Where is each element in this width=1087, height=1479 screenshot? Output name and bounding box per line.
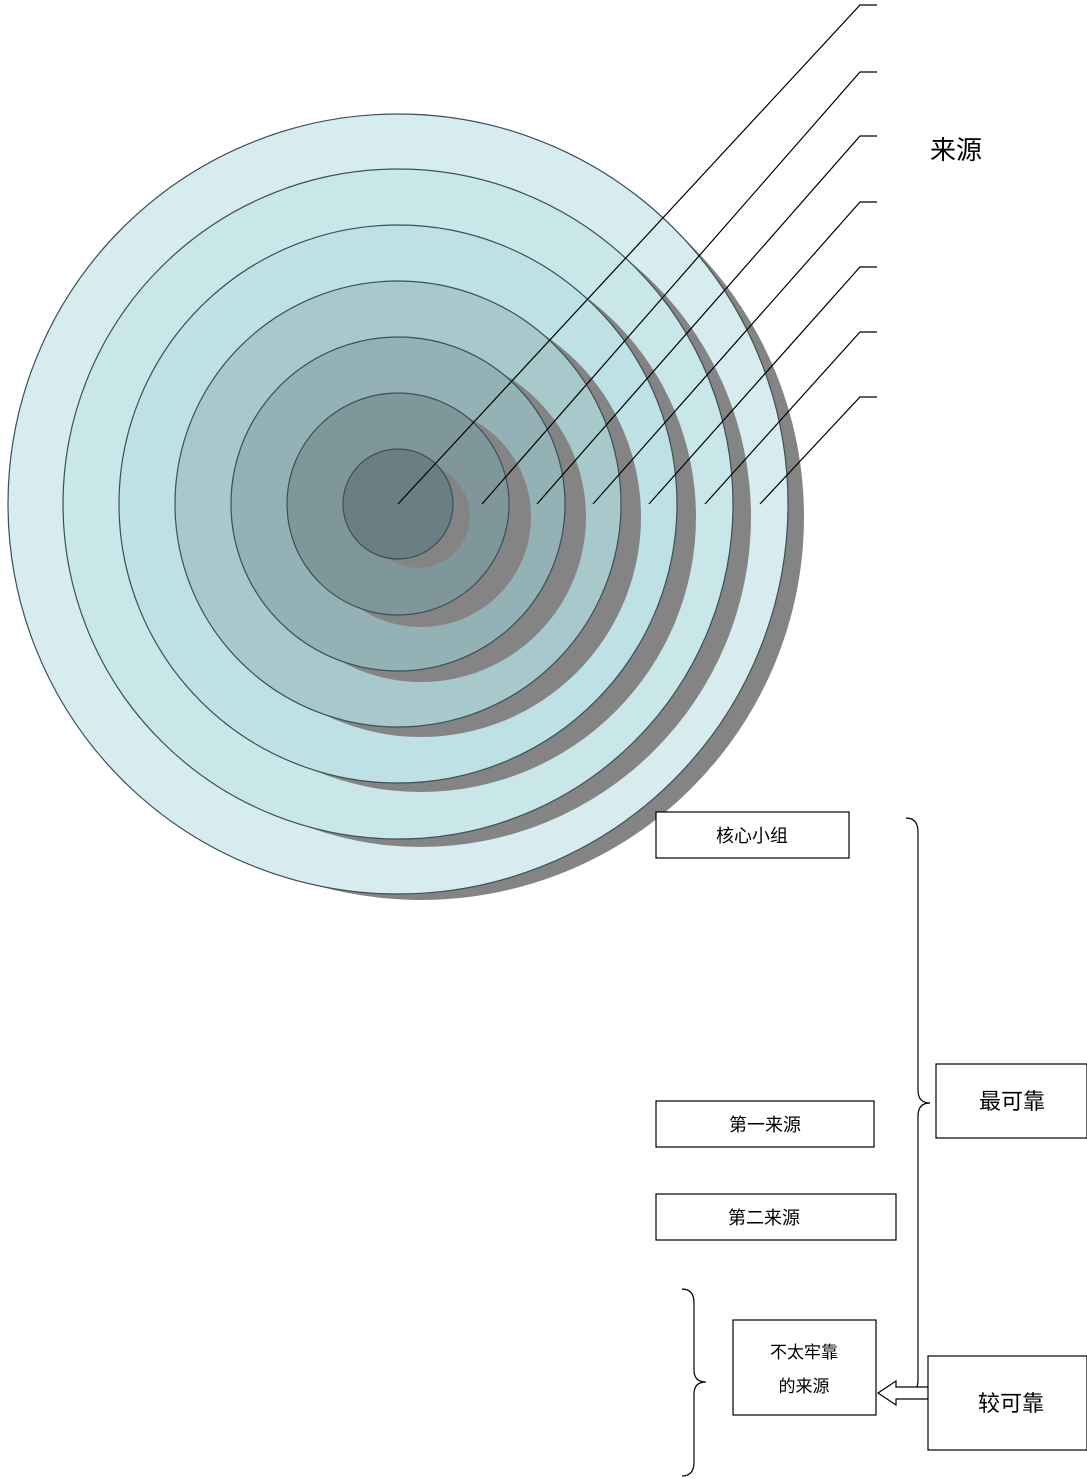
more-reliable-box	[927, 1355, 1087, 1451]
box-more-reliable: 较可靠	[927, 1355, 1087, 1451]
box-most-reliable: 最可靠	[935, 1063, 1087, 1139]
leader-line-2	[481, 71, 877, 505]
lower-brace	[681, 1288, 707, 1477]
first-source-label: 第一来源	[729, 1115, 801, 1136]
leader-line-6	[704, 331, 877, 505]
box-less-reliable: 不太牢靠 的来源	[732, 1319, 877, 1416]
leader-line-7	[759, 396, 877, 505]
rings-group	[7, 113, 804, 900]
source-label: 来源	[930, 136, 982, 166]
core-group-box	[655, 811, 850, 859]
more-reliable-label: 较可靠	[978, 1392, 1044, 1417]
leader-line-4	[592, 201, 877, 505]
leader-line-1	[397, 4, 877, 505]
less-reliable-box	[732, 1319, 877, 1416]
core-group-label: 核心小组	[716, 826, 788, 847]
most-reliable-label: 最可靠	[979, 1090, 1045, 1115]
hollow-arrow-left	[876, 1379, 928, 1407]
second-source-label: 第二来源	[728, 1208, 800, 1229]
first-source-box	[655, 1100, 875, 1148]
box-first-source: 第一来源	[655, 1100, 875, 1148]
box-second-source: 第二来源	[655, 1193, 897, 1241]
upper-brace	[905, 817, 931, 1395]
leader-line-3	[536, 135, 877, 505]
leader-line-5	[648, 266, 877, 505]
leader-lines	[397, 4, 877, 505]
box-core-group: 核心小组	[655, 811, 850, 859]
most-reliable-box	[935, 1063, 1087, 1139]
less-reliable-label-line1: 不太牢靠	[770, 1343, 838, 1363]
less-reliable-label-line2: 的来源	[779, 1377, 830, 1397]
second-source-box	[655, 1193, 897, 1241]
